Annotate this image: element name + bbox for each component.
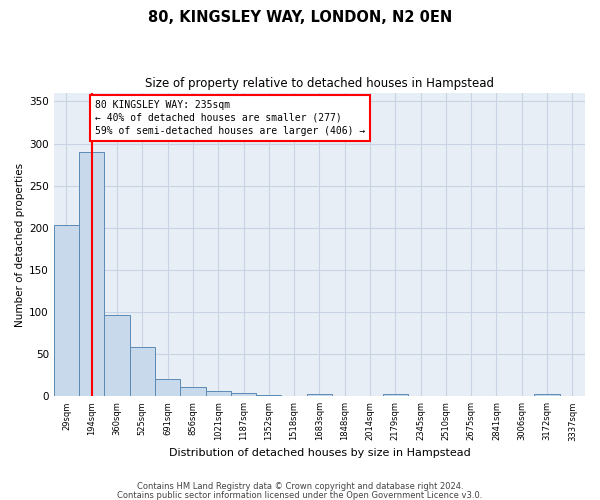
Bar (231, 393, 256, 396)
Text: 80, KINGSLEY WAY, LONDON, N2 0EN: 80, KINGSLEY WAY, LONDON, N2 0EN (148, 10, 452, 25)
Bar (307, 394, 332, 396)
Bar (383, 394, 408, 396)
Title: Size of property relative to detached houses in Hampstead: Size of property relative to detached ho… (145, 78, 494, 90)
Bar (256, 394, 281, 396)
Bar (54, 226, 79, 396)
Bar (104, 314, 130, 396)
Text: 80 KINGSLEY WAY: 235sqm
← 40% of detached houses are smaller (277)
59% of semi-d: 80 KINGSLEY WAY: 235sqm ← 40% of detache… (95, 100, 365, 136)
X-axis label: Distribution of detached houses by size in Hampstead: Distribution of detached houses by size … (169, 448, 470, 458)
Text: Contains HM Land Registry data © Crown copyright and database right 2024.: Contains HM Land Registry data © Crown c… (137, 482, 463, 491)
Y-axis label: Number of detached properties: Number of detached properties (15, 162, 25, 326)
Bar (206, 392, 231, 396)
Bar (180, 387, 206, 396)
Text: Contains public sector information licensed under the Open Government Licence v3: Contains public sector information licen… (118, 490, 482, 500)
Bar (79, 152, 104, 396)
Bar (130, 348, 155, 397)
Bar (155, 380, 180, 396)
Bar (535, 394, 560, 396)
